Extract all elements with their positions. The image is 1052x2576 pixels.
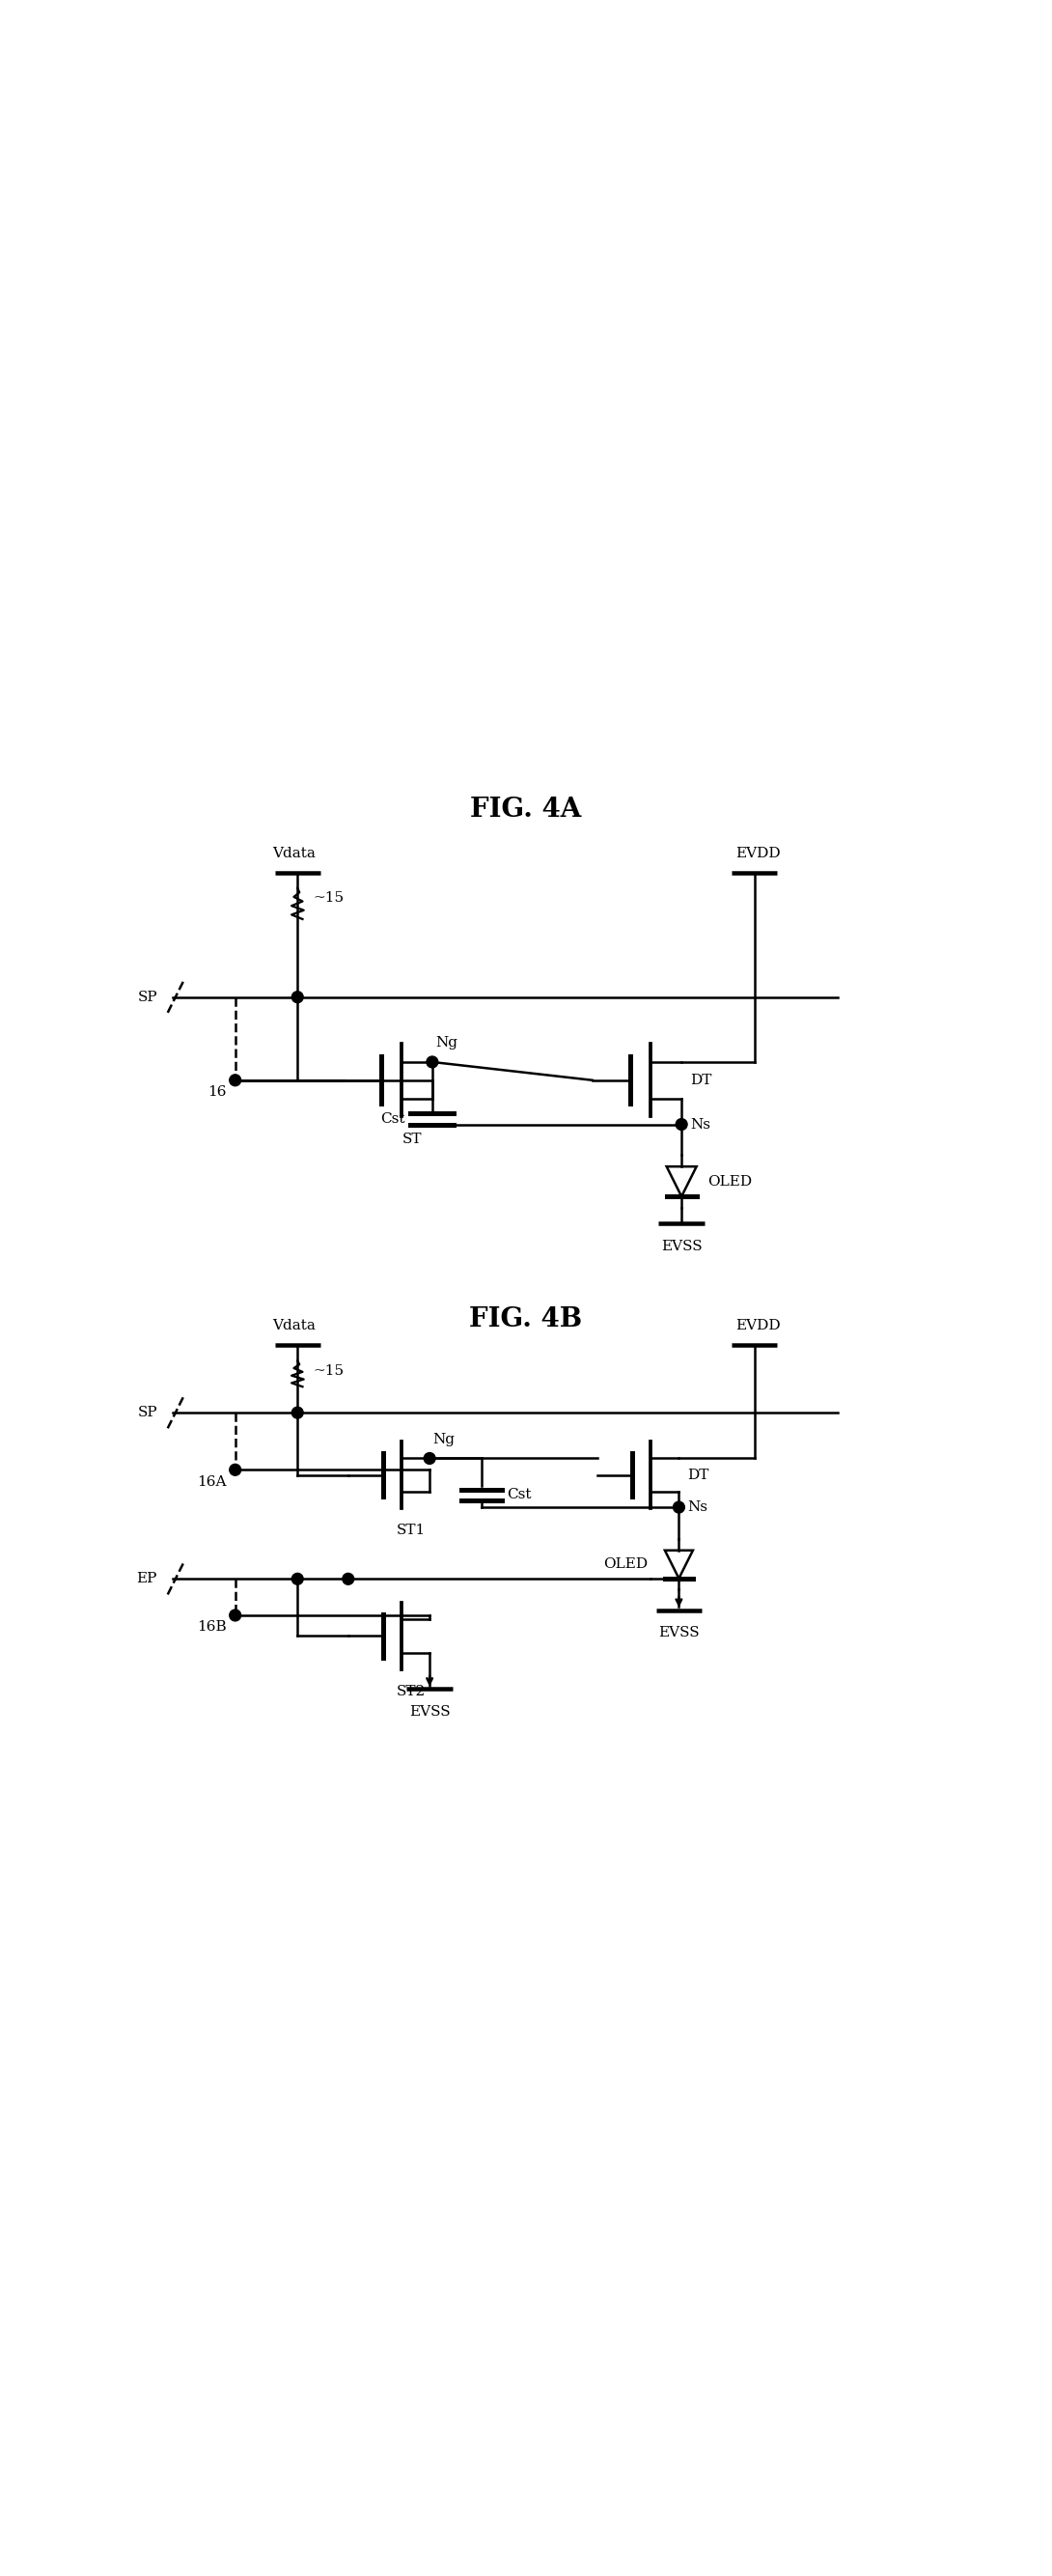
- Circle shape: [291, 992, 303, 1002]
- Text: Ng: Ng: [432, 1432, 454, 1445]
- Text: Cst: Cst: [381, 1113, 405, 1126]
- Text: EVDD: EVDD: [735, 848, 781, 860]
- Circle shape: [673, 1502, 685, 1512]
- Text: OLED: OLED: [708, 1175, 752, 1188]
- Text: EVSS: EVSS: [409, 1705, 450, 1718]
- Circle shape: [291, 1406, 303, 1419]
- Text: OLED: OLED: [603, 1558, 648, 1571]
- Text: FIG. 4A: FIG. 4A: [470, 796, 582, 824]
- Text: EVDD: EVDD: [735, 1319, 781, 1332]
- Circle shape: [229, 1074, 241, 1087]
- Text: DT: DT: [690, 1074, 711, 1087]
- Text: EP: EP: [137, 1571, 158, 1587]
- Text: Ns: Ns: [690, 1118, 710, 1131]
- Circle shape: [675, 1118, 687, 1131]
- Text: Cst: Cst: [507, 1489, 531, 1502]
- Text: 16: 16: [208, 1084, 227, 1100]
- Text: ~15: ~15: [313, 1365, 344, 1378]
- Circle shape: [424, 1453, 436, 1463]
- Text: ST: ST: [402, 1131, 422, 1146]
- Text: SP: SP: [138, 989, 158, 1005]
- Text: EVSS: EVSS: [659, 1625, 700, 1638]
- Text: ST2: ST2: [397, 1685, 426, 1698]
- Text: Ns: Ns: [687, 1499, 707, 1515]
- Text: DT: DT: [687, 1468, 709, 1481]
- Text: FIG. 4B: FIG. 4B: [469, 1306, 583, 1332]
- Circle shape: [426, 1056, 438, 1066]
- Text: 16B: 16B: [198, 1620, 227, 1633]
- Text: ST1: ST1: [397, 1525, 426, 1538]
- Text: ~15: ~15: [313, 891, 344, 904]
- Text: 16A: 16A: [198, 1476, 227, 1489]
- Text: Ng: Ng: [436, 1036, 458, 1048]
- Text: Vdata: Vdata: [272, 848, 316, 860]
- Text: SP: SP: [138, 1406, 158, 1419]
- Circle shape: [343, 1574, 353, 1584]
- Circle shape: [229, 1610, 241, 1620]
- Circle shape: [229, 1463, 241, 1476]
- Circle shape: [291, 1574, 303, 1584]
- Text: EVSS: EVSS: [661, 1239, 702, 1252]
- Text: Vdata: Vdata: [272, 1319, 316, 1332]
